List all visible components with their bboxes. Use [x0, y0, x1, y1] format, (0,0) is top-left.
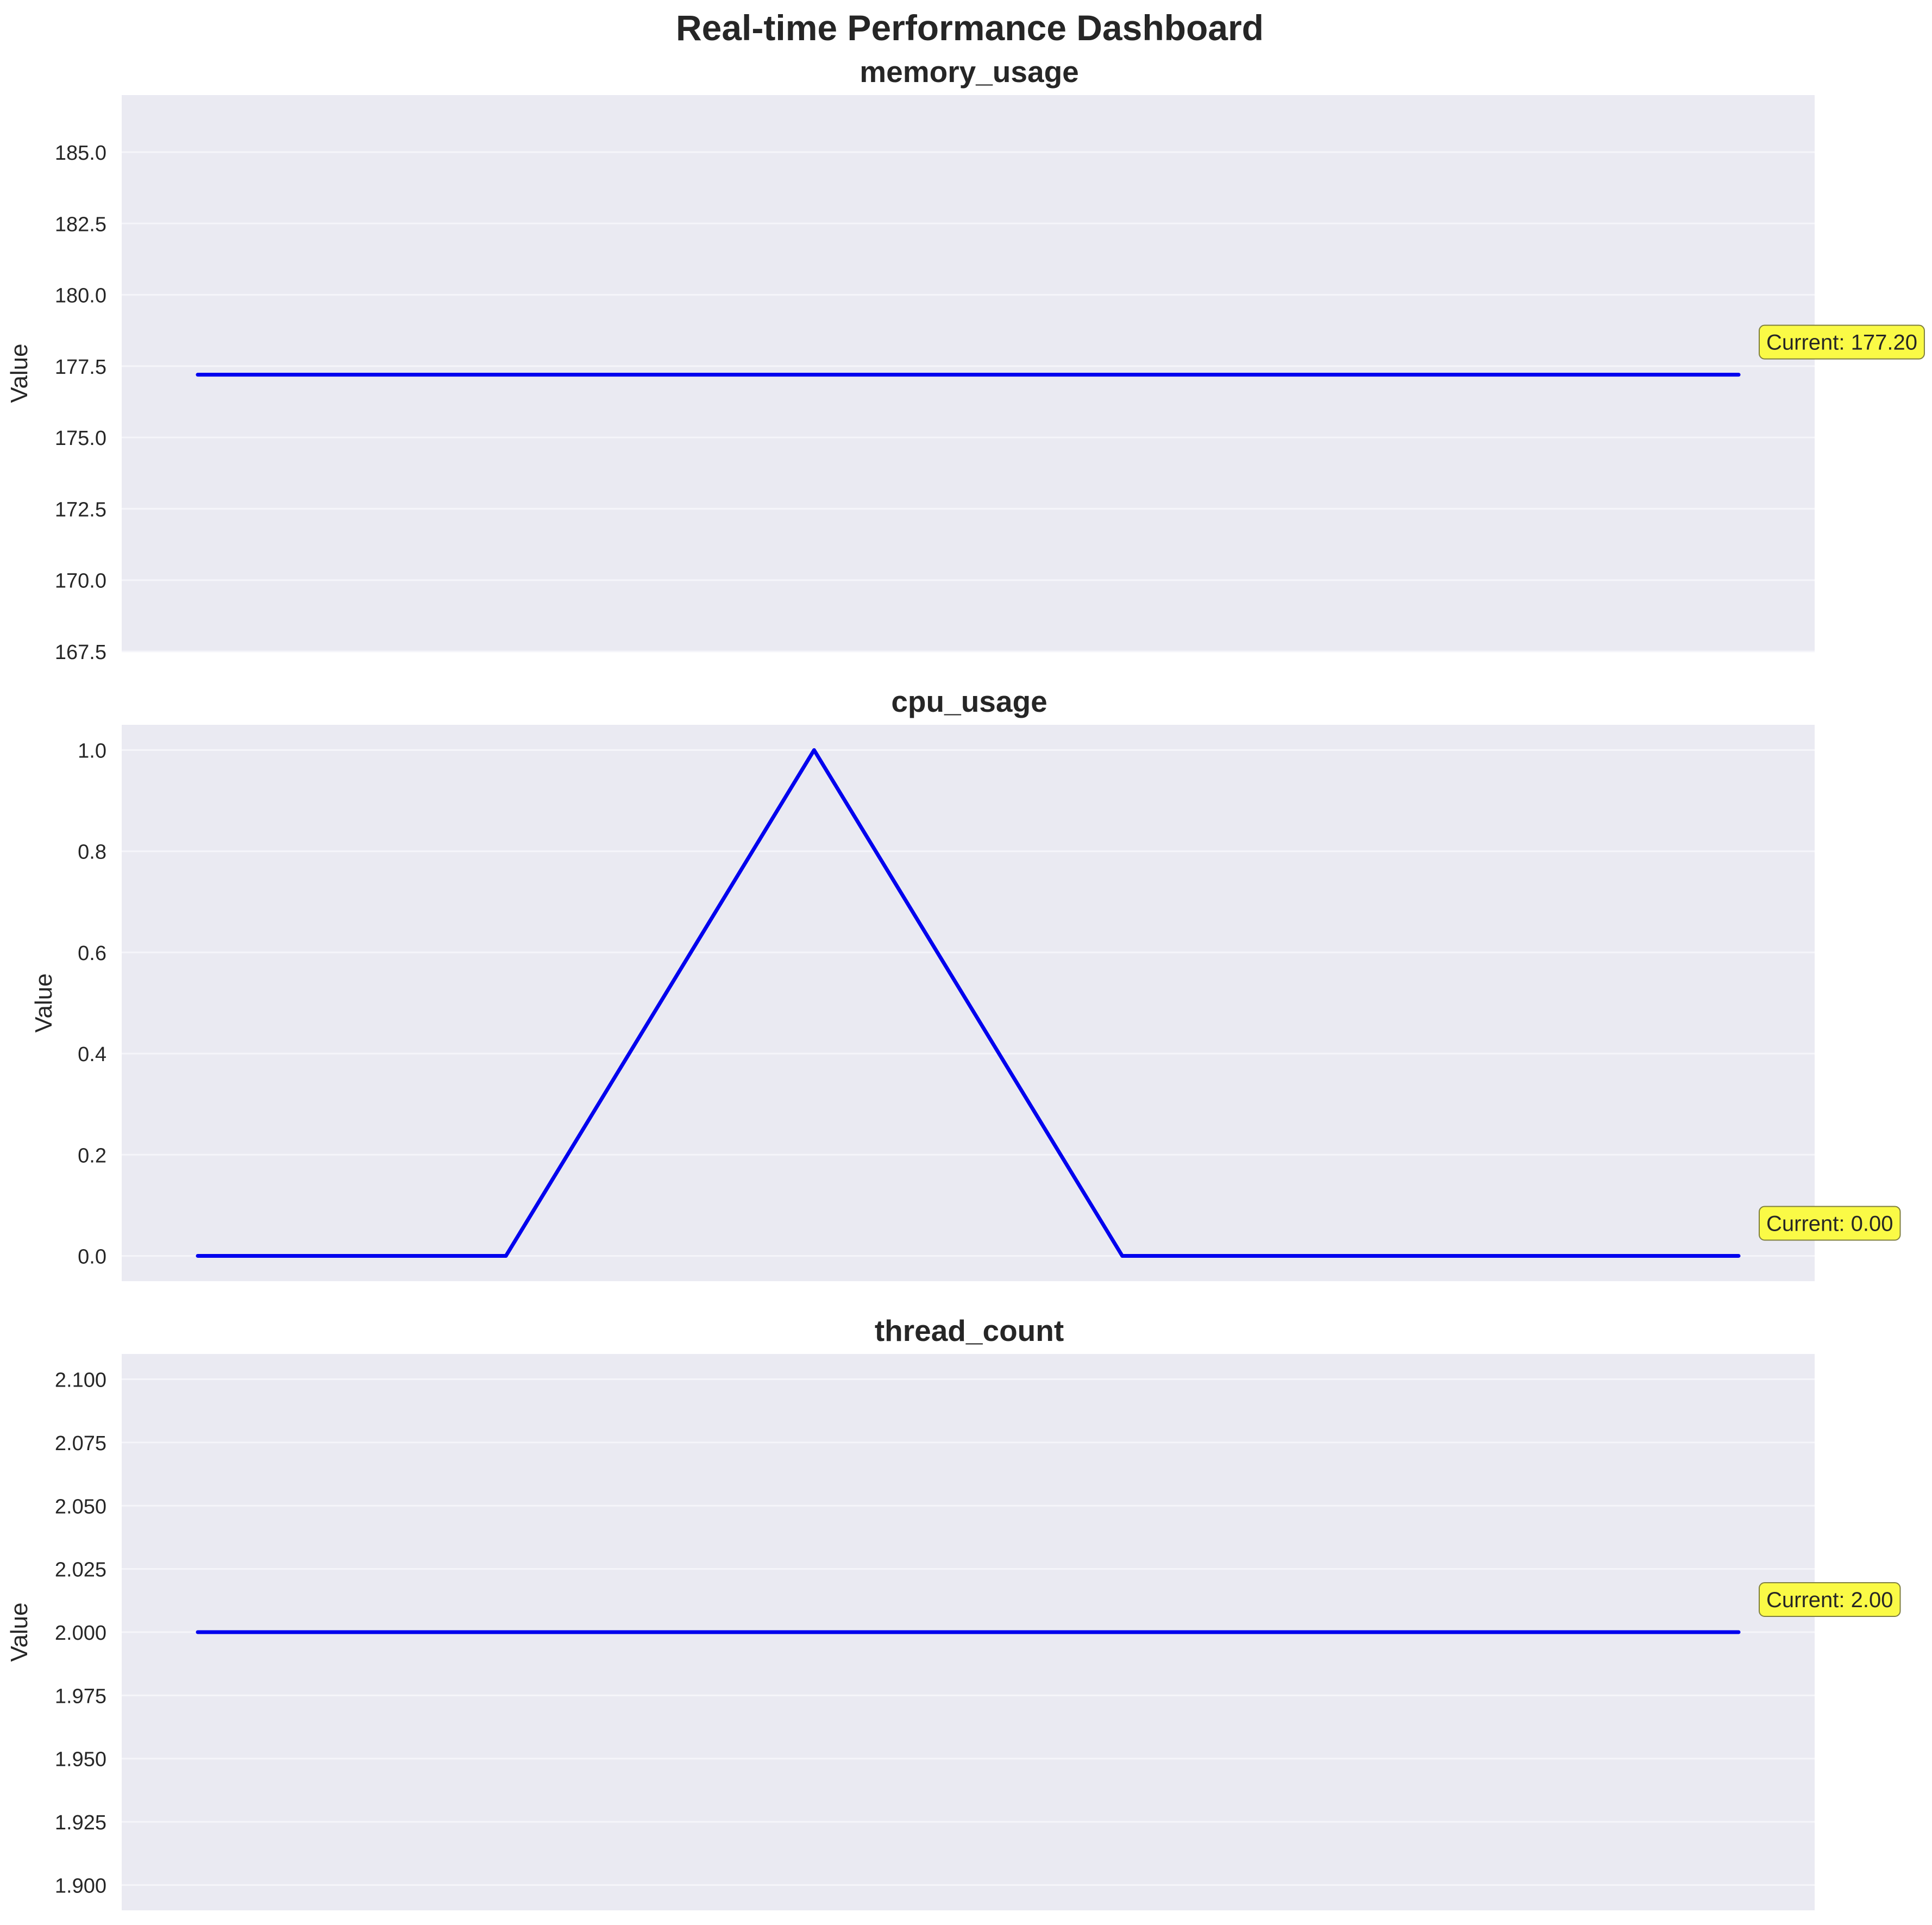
- annotation-text: Current: 2.00: [1766, 1588, 1893, 1612]
- annotation-text: Current: 177.20: [1766, 331, 1917, 355]
- y-axis-label: Value: [30, 973, 57, 1032]
- y-tick-label: 172.5: [55, 498, 106, 521]
- y-tick-label: 0.6: [78, 942, 106, 965]
- chart-title: cpu_usage: [891, 685, 1047, 718]
- y-tick-label: 185.0: [55, 142, 106, 165]
- chart-panel-memory-usage: memory_usage 167.5 170.0 172.5 175.0 177.5 180…: [6, 55, 1925, 664]
- y-tick-label: 167.5: [55, 641, 106, 664]
- y-tick-label: 0.4: [78, 1043, 106, 1066]
- y-tick-label: 2.025: [55, 1559, 106, 1582]
- y-tick-label: 170.0: [55, 570, 106, 593]
- y-tick-label: 0.8: [78, 841, 106, 864]
- y-tick-label: 1.950: [55, 1748, 106, 1771]
- annotation-box: [1759, 1206, 1901, 1241]
- y-tick-label: 0.2: [78, 1144, 106, 1167]
- chart-title: memory_usage: [860, 55, 1079, 89]
- annotation-text: Current: 0.00: [1766, 1212, 1893, 1236]
- charts-container: memory_usage 167.5 170.0 172.5 175.0 177.5 180…: [6, 55, 1925, 1910]
- y-tick-label: 2.100: [55, 1369, 106, 1392]
- annotation-box: [1759, 324, 1925, 360]
- chart-title: thread_count: [875, 1314, 1064, 1347]
- y-tick-label: 182.5: [55, 213, 106, 236]
- y-tick-label: 1.0: [78, 740, 106, 763]
- y-tick-label: 1.925: [55, 1811, 106, 1834]
- y-tick-label: 1.900: [55, 1874, 106, 1897]
- current-value-annotation: Current: 2.00: [1759, 1582, 1901, 1617]
- y-tick-label: 2.075: [55, 1432, 106, 1455]
- y-tick-label: 2.000: [55, 1622, 106, 1645]
- y-tick-label: 177.5: [55, 356, 106, 379]
- current-value-annotation: Current: 0.00: [1759, 1206, 1901, 1241]
- y-tick-label: 0.0: [78, 1245, 106, 1268]
- chart-panel-thread-count: thread_count 1.900 1.925 1.950 1.975 2.000 2.0…: [6, 1314, 1901, 1910]
- y-axis-label: Value: [6, 1602, 33, 1661]
- y-tick-label: 180.0: [55, 285, 106, 308]
- series-line: [196, 748, 1741, 1258]
- y-axis-label: Value: [6, 343, 33, 403]
- annotation-box: [1759, 1582, 1901, 1617]
- y-tick-label: 2.050: [55, 1495, 106, 1518]
- chart-panel-cpu-usage: cpu_usage 0.0 0.2 0.4 0.6 0.8 1.0 Value Current:…: [30, 685, 1901, 1281]
- current-value-annotation: Current: 177.20: [1759, 324, 1925, 360]
- dashboard-title: Real-time Performance Dashboard: [676, 8, 1264, 48]
- y-tick-label: 175.0: [55, 427, 106, 450]
- y-tick-label: 1.975: [55, 1685, 106, 1708]
